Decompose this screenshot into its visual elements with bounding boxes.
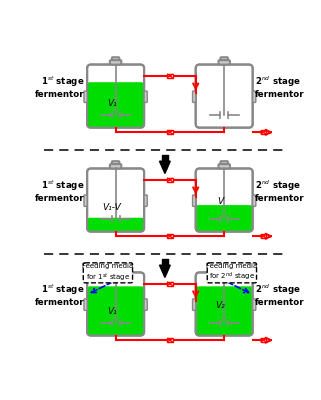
FancyBboxPatch shape (219, 60, 230, 64)
FancyBboxPatch shape (144, 299, 147, 310)
FancyBboxPatch shape (253, 91, 256, 102)
FancyBboxPatch shape (253, 195, 256, 206)
Bar (167, 74, 173, 78)
FancyBboxPatch shape (144, 195, 147, 206)
FancyBboxPatch shape (112, 265, 119, 268)
FancyBboxPatch shape (196, 168, 253, 232)
FancyBboxPatch shape (219, 164, 230, 168)
FancyBboxPatch shape (196, 64, 253, 128)
FancyBboxPatch shape (144, 91, 147, 102)
FancyBboxPatch shape (112, 161, 119, 164)
Bar (167, 338, 173, 342)
Text: V₂: V₂ (215, 301, 225, 310)
FancyBboxPatch shape (253, 299, 256, 310)
FancyBboxPatch shape (219, 268, 230, 272)
FancyBboxPatch shape (196, 205, 252, 232)
Text: V₁: V₁ (107, 307, 117, 316)
FancyBboxPatch shape (193, 195, 196, 206)
FancyBboxPatch shape (84, 195, 87, 206)
FancyBboxPatch shape (84, 299, 87, 310)
FancyBboxPatch shape (87, 64, 144, 128)
FancyBboxPatch shape (110, 164, 121, 168)
Bar (167, 234, 173, 238)
Text: 2$^{nd}$ stage
fermentor: 2$^{nd}$ stage fermentor (255, 282, 305, 307)
FancyBboxPatch shape (207, 263, 256, 283)
Text: 1$^{st}$ stage
fermentor: 1$^{st}$ stage fermentor (35, 282, 85, 307)
FancyBboxPatch shape (221, 265, 228, 268)
FancyBboxPatch shape (83, 263, 133, 283)
Text: 2$^{nd}$ stage
fermentor: 2$^{nd}$ stage fermentor (255, 178, 305, 203)
FancyBboxPatch shape (87, 168, 144, 232)
Bar (167, 282, 173, 286)
Text: 1$^{st}$ stage
fermentor: 1$^{st}$ stage fermentor (35, 74, 85, 99)
Bar (167, 130, 173, 134)
Text: V: V (217, 197, 223, 206)
FancyBboxPatch shape (193, 91, 196, 102)
Bar (261, 130, 266, 134)
Bar (261, 234, 266, 238)
FancyBboxPatch shape (110, 60, 121, 64)
FancyBboxPatch shape (88, 286, 143, 336)
Polygon shape (160, 161, 170, 174)
FancyBboxPatch shape (88, 82, 143, 128)
FancyBboxPatch shape (193, 299, 196, 310)
FancyBboxPatch shape (110, 268, 121, 272)
Text: V₁-V: V₁-V (102, 203, 121, 212)
FancyBboxPatch shape (88, 218, 143, 232)
Text: Feeding media
for 1$^{st}$ stage: Feeding media for 1$^{st}$ stage (82, 263, 134, 283)
Text: V₁: V₁ (107, 99, 117, 108)
Bar (261, 338, 266, 342)
FancyBboxPatch shape (196, 286, 252, 336)
FancyBboxPatch shape (84, 91, 87, 102)
FancyBboxPatch shape (221, 57, 228, 60)
FancyBboxPatch shape (112, 57, 119, 60)
Polygon shape (160, 265, 170, 278)
Text: Feeding media
for 2$^{nd}$ stage: Feeding media for 2$^{nd}$ stage (206, 263, 257, 283)
Text: 1$^{st}$ stage
fermentor: 1$^{st}$ stage fermentor (35, 178, 85, 203)
FancyBboxPatch shape (196, 272, 253, 336)
Bar (167, 178, 173, 182)
Text: 2$^{nd}$ stage
fermentor: 2$^{nd}$ stage fermentor (255, 74, 305, 99)
FancyBboxPatch shape (221, 161, 228, 164)
FancyBboxPatch shape (87, 272, 144, 336)
